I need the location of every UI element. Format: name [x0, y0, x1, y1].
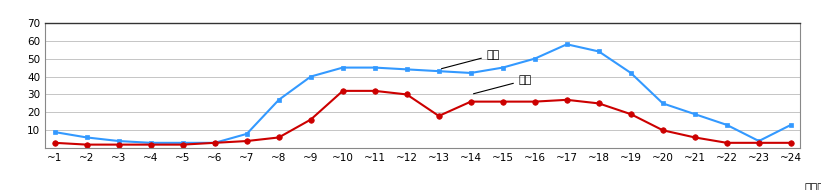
- Text: 移動: 移動: [442, 50, 500, 69]
- Text: 固定: 固定: [474, 75, 532, 94]
- Text: （時）: （時）: [805, 183, 821, 190]
